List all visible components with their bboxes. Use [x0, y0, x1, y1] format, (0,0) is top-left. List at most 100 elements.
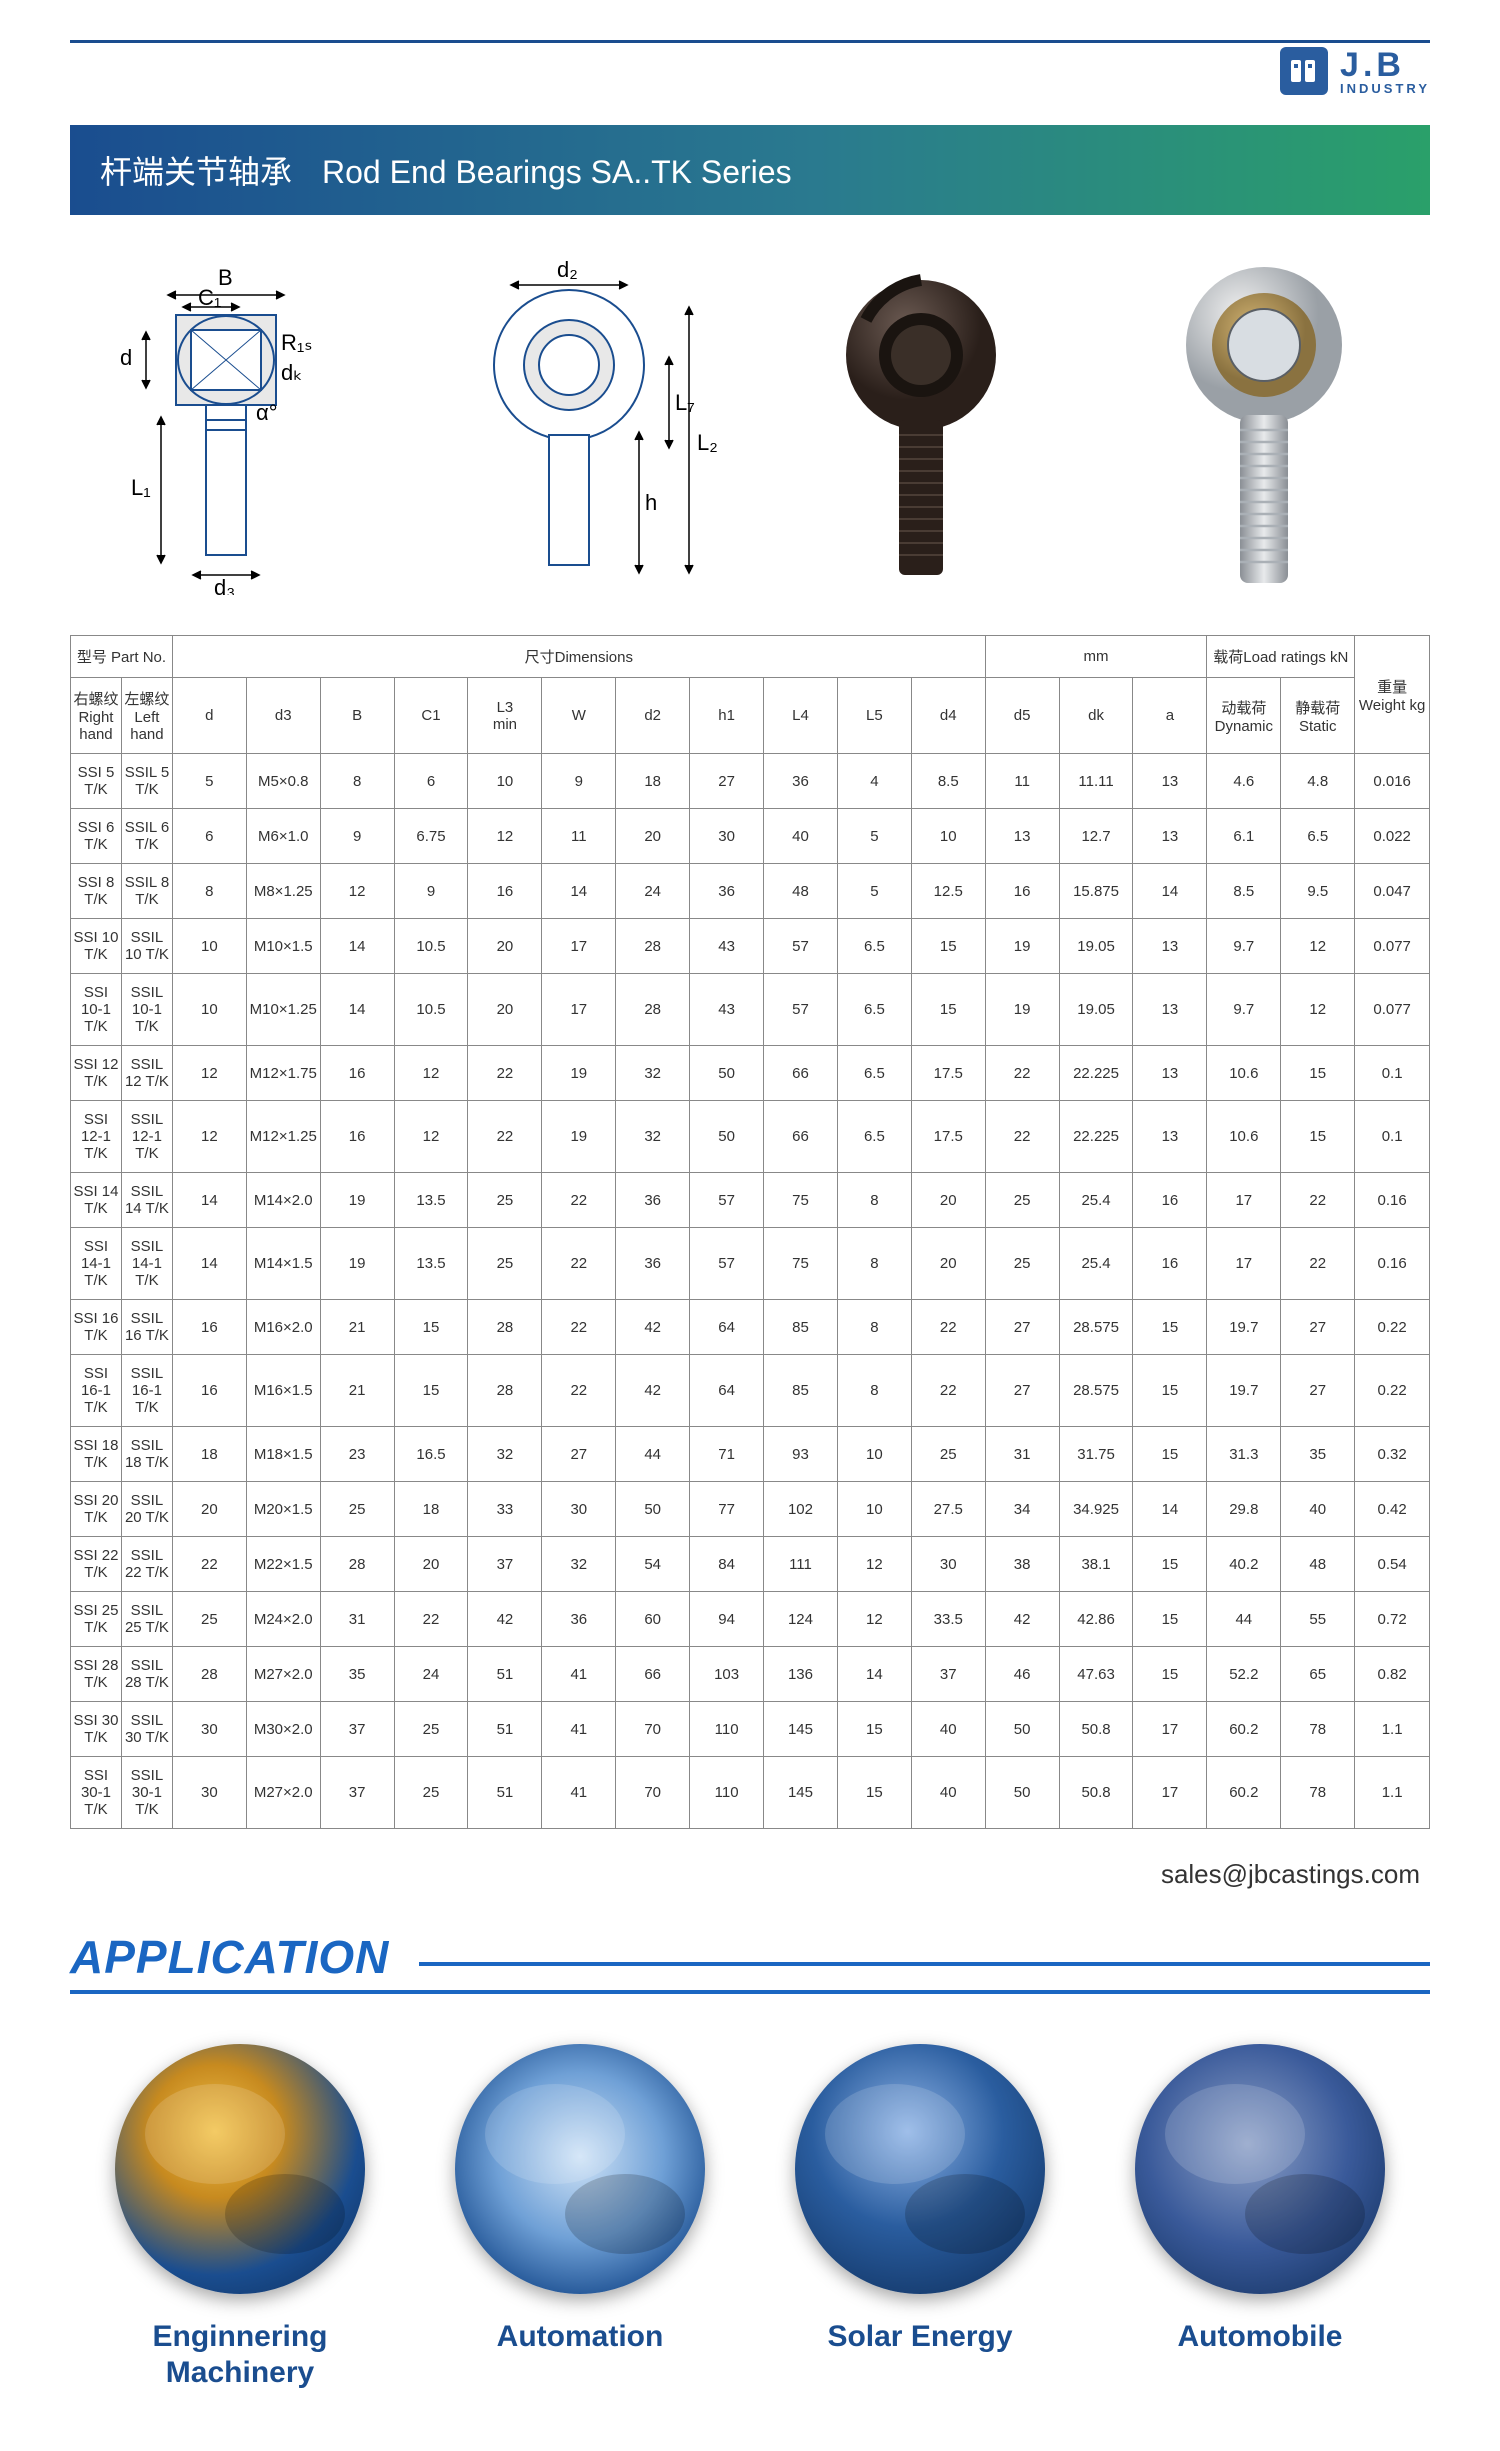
table-cell: 19.05 — [1059, 919, 1133, 974]
table-cell: 10.5 — [394, 919, 468, 974]
table-cell: SSI 25 T/K — [71, 1592, 122, 1647]
table-cell: M16×2.0 — [246, 1300, 320, 1355]
th-col: 左螺纹 Left hand — [121, 678, 172, 754]
table-cell: SSI 20 T/K — [71, 1482, 122, 1537]
table-cell: 70 — [616, 1702, 690, 1757]
application-item: Solar Energy — [770, 2044, 1070, 2391]
table-cell: 30 — [172, 1757, 246, 1829]
table-cell: SSI 28 T/K — [71, 1647, 122, 1702]
table-cell: 6.5 — [837, 1046, 911, 1101]
table-cell: 19 — [542, 1101, 616, 1173]
dim-dk: dₖ — [281, 360, 303, 385]
table-cell: M20×1.5 — [246, 1482, 320, 1537]
table-cell: 14 — [172, 1228, 246, 1300]
table-cell: 21 — [320, 1300, 394, 1355]
table-cell: 94 — [690, 1592, 764, 1647]
table-cell: M10×1.5 — [246, 919, 320, 974]
table-cell: 27 — [1281, 1355, 1355, 1427]
table-cell: 32 — [542, 1537, 616, 1592]
th-col: 静载荷 Static — [1281, 678, 1355, 754]
table-cell: 27 — [985, 1355, 1059, 1427]
th-col: d2 — [616, 678, 690, 754]
table-cell: 13 — [985, 809, 1059, 864]
application-item: Automobile — [1110, 2044, 1410, 2391]
table-cell: 77 — [690, 1482, 764, 1537]
table-cell: 136 — [764, 1647, 838, 1702]
table-cell: 25 — [394, 1702, 468, 1757]
table-cell: 8 — [837, 1355, 911, 1427]
table-cell: 24 — [616, 864, 690, 919]
table-cell: 43 — [690, 974, 764, 1046]
table-cell: M6×1.0 — [246, 809, 320, 864]
table-cell: 15 — [394, 1355, 468, 1427]
table-cell: M5×0.8 — [246, 754, 320, 809]
table-cell: 111 — [764, 1537, 838, 1592]
table-cell: 6.75 — [394, 809, 468, 864]
table-cell: 28 — [616, 919, 690, 974]
table-cell: 13 — [1133, 1046, 1207, 1101]
table-cell: SSI 16-1 T/K — [71, 1355, 122, 1427]
table-cell: 5 — [837, 809, 911, 864]
table-cell: 28.575 — [1059, 1355, 1133, 1427]
table-cell: 31 — [985, 1427, 1059, 1482]
table-cell: SSIL 30-1 T/K — [121, 1757, 172, 1829]
table-cell: 18 — [616, 754, 690, 809]
table-cell: 30 — [690, 809, 764, 864]
table-cell: 65 — [1281, 1647, 1355, 1702]
table-cell: 25.4 — [1059, 1228, 1133, 1300]
table-cell: 16 — [172, 1355, 246, 1427]
table-cell: 16.5 — [394, 1427, 468, 1482]
table-cell: 22 — [172, 1537, 246, 1592]
top-rule — [70, 40, 1430, 43]
table-cell: 1.1 — [1355, 1757, 1430, 1829]
table-cell: 15 — [1133, 1300, 1207, 1355]
table-cell: 15 — [394, 1300, 468, 1355]
brand-sub: INDUSTRY — [1340, 82, 1430, 95]
table-cell: 102 — [764, 1482, 838, 1537]
table-cell: 25.4 — [1059, 1173, 1133, 1228]
table-cell: 9.7 — [1207, 974, 1281, 1046]
table-cell: M10×1.25 — [246, 974, 320, 1046]
table-cell: 44 — [616, 1427, 690, 1482]
table-cell: 28 — [616, 974, 690, 1046]
table-cell: 13 — [1133, 809, 1207, 864]
table-cell: M14×1.5 — [246, 1228, 320, 1300]
table-cell: SSI 6 T/K — [71, 809, 122, 864]
table-cell: 6.5 — [1281, 809, 1355, 864]
table-cell: 22 — [468, 1046, 542, 1101]
applications-heading: APPLICATION — [70, 1931, 389, 1983]
table-cell: SSIL 16 T/K — [121, 1300, 172, 1355]
table-cell: 20 — [394, 1537, 468, 1592]
table-cell: 33.5 — [911, 1592, 985, 1647]
table-cell: 16 — [468, 864, 542, 919]
dim-L2: L₂ — [697, 430, 718, 455]
table-cell: 37 — [320, 1757, 394, 1829]
table-row: SSI 28 T/KSSIL 28 T/K28M27×2.03524514166… — [71, 1647, 1430, 1702]
table-cell: 35 — [320, 1647, 394, 1702]
table-cell: M16×1.5 — [246, 1355, 320, 1427]
table-cell: 57 — [764, 974, 838, 1046]
table-cell: 42 — [616, 1355, 690, 1427]
table-cell: 85 — [764, 1355, 838, 1427]
table-cell: 36 — [616, 1173, 690, 1228]
table-cell: 50.8 — [1059, 1702, 1133, 1757]
table-cell: 33 — [468, 1482, 542, 1537]
table-cell: 12 — [172, 1101, 246, 1173]
table-cell: M12×1.25 — [246, 1101, 320, 1173]
table-cell: 16 — [320, 1101, 394, 1173]
table-cell: 10.6 — [1207, 1046, 1281, 1101]
table-cell: SSIL 28 T/K — [121, 1647, 172, 1702]
table-cell: 32 — [616, 1101, 690, 1173]
table-cell: SSI 14 T/K — [71, 1173, 122, 1228]
table-cell: 10 — [911, 809, 985, 864]
table-cell: 93 — [764, 1427, 838, 1482]
table-cell: 22 — [542, 1355, 616, 1427]
table-cell: 0.16 — [1355, 1228, 1430, 1300]
table-cell: 10 — [837, 1482, 911, 1537]
table-cell: 50 — [690, 1101, 764, 1173]
table-cell: 15 — [1133, 1427, 1207, 1482]
table-cell: 50.8 — [1059, 1757, 1133, 1829]
table-cell: SSI 12-1 T/K — [71, 1101, 122, 1173]
th-col: d3 — [246, 678, 320, 754]
table-cell: 36 — [616, 1228, 690, 1300]
